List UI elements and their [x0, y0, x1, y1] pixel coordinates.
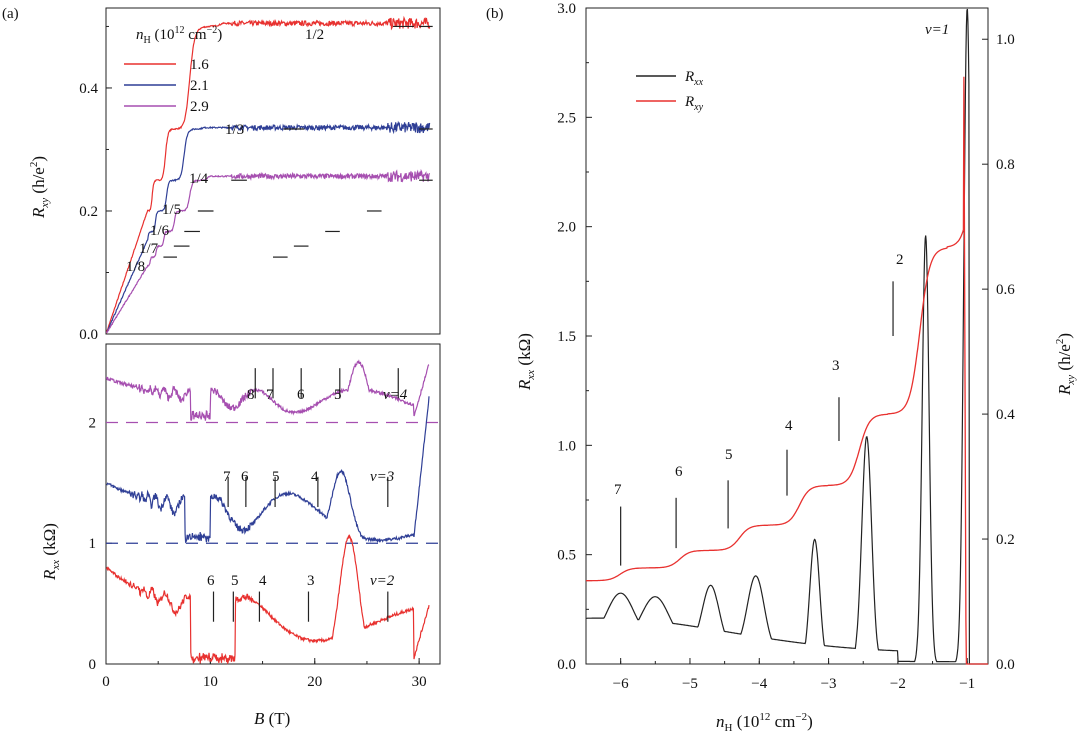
- annot-blue-4: 4: [311, 469, 319, 485]
- b-right-ytick-label: 0.0: [996, 657, 1015, 673]
- b-annot-2: 2: [896, 252, 904, 268]
- annotation-1-7: 1/7: [139, 241, 159, 257]
- rxy-ytick-label: 0.2: [79, 204, 98, 220]
- rxy-ytick-label: 0.4: [79, 81, 98, 97]
- b-right-ytick-label: 1.0: [996, 32, 1015, 48]
- annotation-1-3: 1/3: [225, 122, 244, 138]
- rxx-curves: [105, 359, 430, 665]
- b-landau-marks: [620, 281, 894, 566]
- annot-purple-nu4: ν=4: [383, 387, 408, 403]
- rxy-vs-b-plot: 0.0 0.2 0.4 1/2 1/3 1/4 1/5 1/6 1/7 1/8 nH…: [28, 7, 441, 343]
- legend-label-2-9: 2.9: [190, 99, 209, 115]
- b-right-ytick-label: 0.4: [996, 407, 1015, 423]
- rxy-ytick-label: 0.0: [79, 327, 98, 343]
- b-xtick-label: −4: [751, 676, 767, 692]
- b-annot-nu1: ν=1: [925, 22, 949, 38]
- b-annot-7: 7: [614, 482, 622, 498]
- legend-label-rxy: Rxy: [684, 94, 704, 113]
- annot-purple-7: 7: [266, 387, 274, 403]
- rxy-curve-2-9: [105, 168, 431, 334]
- rxx-ylabel: Rxx (kΩ): [40, 523, 62, 581]
- b-left-ytick-label: 2.0: [557, 220, 576, 236]
- rxy-plot-frame: [105, 7, 441, 335]
- rxx-curve-2-1: [106, 396, 430, 544]
- rxy-density-curve: [585, 76, 988, 665]
- annotation-1-6: 1/6: [150, 223, 170, 239]
- legend-title: nH (1012 cm−2): [136, 25, 222, 46]
- annot-red-6: 6: [207, 573, 215, 589]
- b-axis-ticks: 0.0 0.5 1.0 1.5 2.0 2.5 3.0 0.0 0.2 0.4 0.6 0.8 1.0 −…: [557, 1, 1015, 692]
- rxx-curve-2-9: [105, 359, 430, 421]
- rxy-ylabel: Rxy (h/e2): [28, 156, 51, 219]
- annot-blue-7: 7: [223, 469, 231, 485]
- annot-red-5: 5: [231, 573, 239, 589]
- annot-blue-6: 6: [241, 469, 249, 485]
- b-xtick-label: 20: [307, 674, 322, 690]
- b-annot-3: 3: [832, 358, 840, 374]
- annotation-1-8: 1/8: [126, 259, 145, 275]
- b-right-ylabel: Rxy (h/e2): [1054, 333, 1077, 396]
- b-left-ytick-label: 0.5: [557, 548, 576, 564]
- b-left-ytick-label: 1.0: [557, 438, 576, 454]
- b-right-ytick-label: 0.8: [996, 157, 1015, 173]
- b-annot-5: 5: [725, 447, 733, 463]
- annot-purple-6: 6: [297, 387, 305, 403]
- b-xtick-label: 30: [412, 674, 427, 690]
- annot-red-3: 3: [307, 573, 315, 589]
- annot-purple-8: 8: [247, 387, 255, 403]
- panel-label-b: (b): [486, 6, 504, 22]
- annotation-1-4: 1/4: [189, 171, 209, 187]
- rxy-curve-1-6: [105, 15, 431, 334]
- legend-label-2-1: 2.1: [190, 78, 209, 94]
- b-xlabel: nH (1012 cm−2): [716, 711, 813, 734]
- rxy-curve-2-1: [106, 120, 431, 333]
- b-xtick-label: 10: [203, 674, 218, 690]
- rxy-curves: [105, 15, 431, 334]
- annotation-1-5: 1/5: [162, 202, 181, 218]
- b-curves: [585, 8, 988, 665]
- b-annot-4: 4: [785, 418, 793, 434]
- rxx-density-curve: [586, 8, 988, 665]
- rxy-plateau-marks: [163, 25, 433, 258]
- annot-red-4: 4: [259, 573, 267, 589]
- b-left-ytick-label: 2.5: [557, 110, 576, 126]
- rxx-ytick-label: 1: [89, 536, 97, 552]
- annot-purple-5: 5: [334, 387, 342, 403]
- b-left-ytick-label: 0.0: [557, 657, 576, 673]
- b-right-ytick-label: 0.2: [996, 532, 1015, 548]
- panel-label-a: (a): [2, 6, 19, 22]
- b-left-ytick-label: 3.0: [557, 1, 576, 17]
- rxx-plot-frame: [105, 343, 441, 665]
- annot-blue-nu3: ν=3: [370, 469, 394, 485]
- b-xlabel: B (T): [254, 709, 290, 728]
- b-xtick-label: −6: [613, 676, 629, 692]
- b-xtick-label: −2: [890, 676, 906, 692]
- rxx-ytick-label: 2: [89, 415, 97, 431]
- annotation-1-2: 1/2: [305, 27, 324, 43]
- rxy-legend: nH (1012 cm−2) 1.6 2.1 2.9: [124, 25, 222, 115]
- b-left-ylabel: Rxx (kΩ): [515, 333, 537, 391]
- rxx-landau-marks: [212, 368, 399, 622]
- density-sweep-plot: 0.0 0.5 1.0 1.5 2.0 2.5 3.0 0.0 0.2 0.4 0.6 0.8 1.0 −…: [515, 1, 1077, 734]
- b-xtick-label: −3: [821, 676, 837, 692]
- rxx-ytick-label: 0: [89, 657, 97, 673]
- rxx-curve-1-6: [105, 534, 430, 665]
- annot-red-nu2: ν=2: [370, 573, 395, 589]
- b-annot-6: 6: [675, 464, 683, 480]
- b-right-ytick-label: 0.6: [996, 282, 1015, 298]
- b-xtick-label: −5: [682, 676, 698, 692]
- b-xtick-label: 0: [102, 674, 110, 690]
- b-left-ytick-label: 1.5: [557, 329, 576, 345]
- legend-label-rxx: Rxx: [684, 69, 704, 88]
- annot-blue-5: 5: [272, 469, 280, 485]
- rxy-y-ticks: 0.0 0.2 0.4: [79, 25, 112, 343]
- b-xtick-label: −1: [959, 676, 975, 692]
- legend-label-1-6: 1.6: [190, 57, 209, 73]
